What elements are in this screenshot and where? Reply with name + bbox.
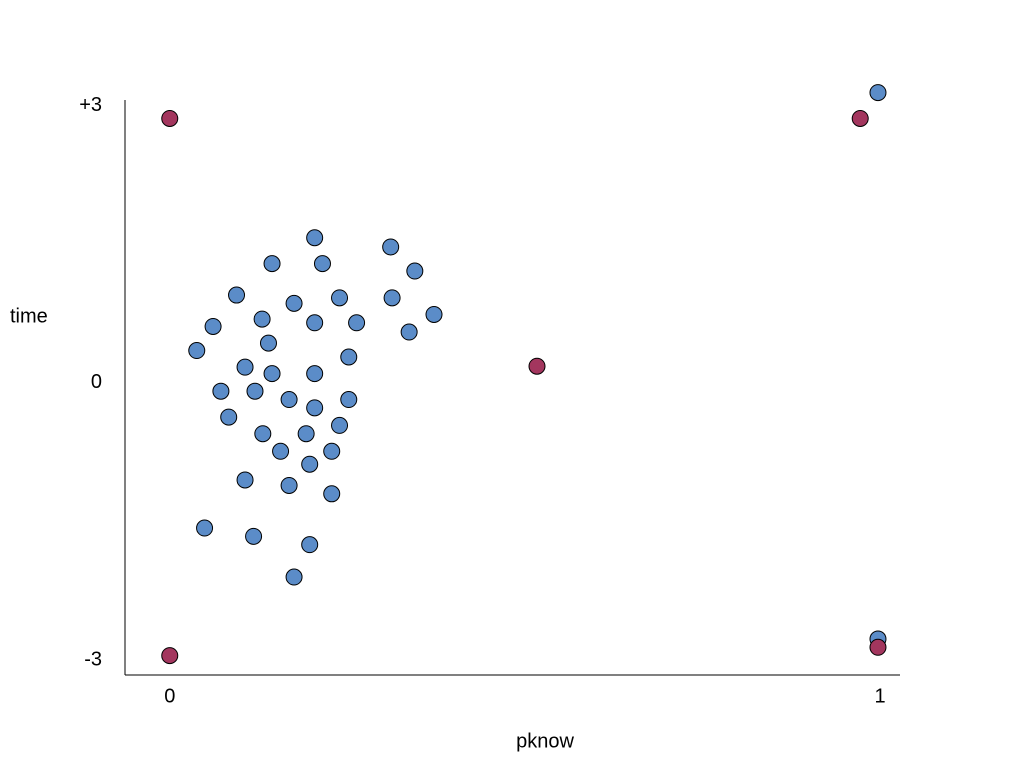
x-tick-label: 0	[164, 685, 175, 707]
point	[259, 334, 277, 352]
point	[869, 638, 887, 656]
point	[236, 358, 254, 376]
point	[400, 323, 418, 341]
point	[297, 425, 315, 443]
point	[301, 455, 319, 473]
point	[313, 255, 331, 273]
point	[263, 365, 281, 383]
point	[220, 408, 238, 426]
y-tick-label: -3	[84, 648, 102, 670]
point	[340, 391, 358, 409]
point	[383, 289, 401, 307]
point	[851, 109, 869, 127]
point	[869, 84, 887, 102]
point	[246, 382, 264, 400]
point	[340, 348, 358, 366]
point	[280, 391, 298, 409]
x-axis-label: pknow	[516, 730, 574, 752]
point	[323, 442, 341, 460]
point	[253, 310, 271, 328]
point	[212, 382, 230, 400]
y-axis-label: time	[10, 305, 48, 327]
point	[245, 527, 263, 545]
point	[348, 314, 366, 332]
point	[425, 305, 443, 323]
point	[263, 255, 281, 273]
point	[406, 262, 424, 280]
point	[285, 294, 303, 312]
point	[228, 286, 246, 304]
y-tick-label: 0	[91, 371, 102, 393]
point	[306, 229, 324, 247]
point	[272, 442, 290, 460]
x-tick-label: 1	[875, 685, 886, 707]
point	[196, 519, 214, 537]
point	[306, 365, 324, 383]
point	[331, 289, 349, 307]
point	[528, 357, 546, 375]
point	[280, 476, 298, 494]
y-tick-label: +3	[79, 94, 102, 116]
point	[301, 536, 319, 554]
point	[323, 485, 341, 503]
point	[254, 425, 272, 443]
point	[306, 314, 324, 332]
point	[285, 568, 303, 586]
point	[204, 317, 222, 335]
point	[161, 109, 179, 127]
point	[236, 471, 254, 489]
point	[382, 238, 400, 256]
point	[188, 342, 206, 360]
point	[306, 399, 324, 417]
point	[161, 647, 179, 665]
point	[331, 416, 349, 434]
